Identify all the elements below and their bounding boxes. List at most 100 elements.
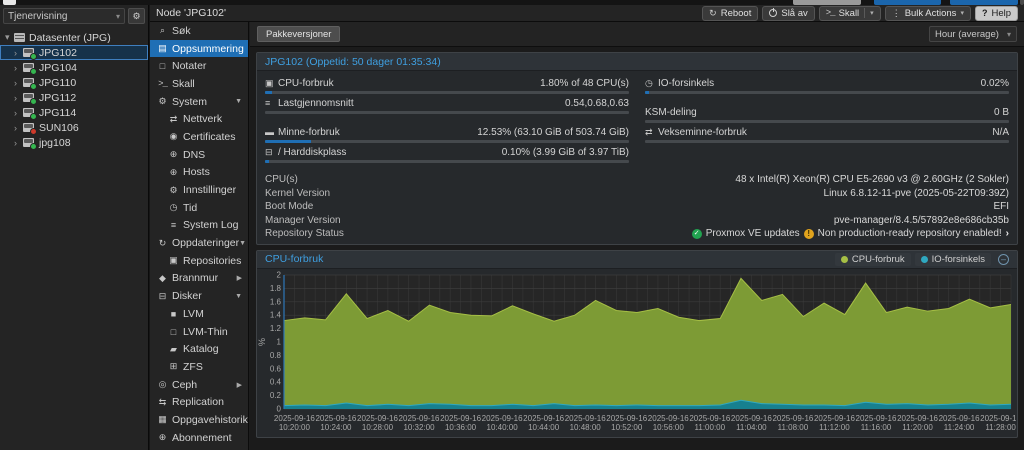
menu-item-replication[interactable]: ⇆Replication bbox=[150, 393, 248, 411]
stats-spacer bbox=[265, 116, 629, 125]
stat-progress-track bbox=[265, 160, 629, 163]
caret-closed-icon[interactable]: › bbox=[14, 48, 23, 58]
tree-item-label: SUN106 bbox=[39, 122, 79, 134]
svg-text:2025-09-1610:40:00: 2025-09-1610:40:00 bbox=[482, 414, 523, 432]
menu-item-label: Oppdateringer bbox=[172, 237, 239, 249]
package-versions-button[interactable]: Pakkeversjoner bbox=[257, 26, 340, 42]
info-label: Repository Status bbox=[265, 228, 344, 239]
tree-item-label: JPG102 bbox=[39, 47, 77, 59]
view-mode-select[interactable]: Tjenervisning ▾ bbox=[3, 8, 125, 24]
stat-value: 1.80% of 48 CPU(s) bbox=[540, 78, 629, 89]
info-row-boot-mode: Boot ModeEFI bbox=[265, 200, 1009, 214]
caret-closed-icon[interactable]: › bbox=[14, 78, 23, 88]
reboot-button[interactable]: ↻Reboot bbox=[702, 6, 758, 21]
bulk-actions-icon: ⋮ bbox=[892, 8, 901, 19]
svg-text:1.4: 1.4 bbox=[270, 310, 282, 319]
stat-row-ksm-deling: KSM-deling0 B bbox=[645, 105, 1009, 123]
skall-button[interactable]: >_Skall▾ bbox=[819, 6, 881, 21]
menu-item-system-log[interactable]: ≡System Log bbox=[150, 217, 248, 235]
menu-item-innstillinger[interactable]: ⚙Innstillinger bbox=[150, 181, 248, 199]
status-online-icon bbox=[30, 113, 37, 120]
menu-item-system[interactable]: ⚙System▼ bbox=[150, 93, 248, 111]
menu-item-dns[interactable]: ⊕DNS bbox=[150, 146, 248, 164]
legend-item-cpu-forbruk[interactable]: CPU-forbruk bbox=[835, 253, 911, 266]
tree-item-label: JPG114 bbox=[39, 107, 76, 119]
status-online-icon bbox=[30, 98, 37, 105]
stat-progress-track bbox=[265, 111, 629, 114]
svg-text:2025-09-1611:12:00: 2025-09-1611:12:00 bbox=[814, 414, 855, 432]
stat-progress-fill bbox=[645, 91, 649, 94]
caret-closed-icon[interactable]: › bbox=[14, 123, 23, 133]
tree-item-node-jpg114[interactable]: › JPG114 bbox=[0, 105, 148, 120]
menu-item-lvm-thin[interactable]: □LVM-Thin bbox=[150, 323, 248, 341]
time-range-select[interactable]: Hour (average) ▾ bbox=[929, 26, 1017, 42]
expand-arrow-icon[interactable]: ▶ bbox=[237, 274, 244, 282]
menu-item-abonnement[interactable]: ⊕Abonnement bbox=[150, 429, 248, 447]
menu-item-søk[interactable]: ⌕Søk bbox=[150, 22, 248, 40]
menu-item-nettverk[interactable]: ⇄Nettverk bbox=[150, 110, 248, 128]
menu-item-label: Innstillinger bbox=[183, 184, 236, 196]
menu-item-hosts[interactable]: ⊕Hosts bbox=[150, 164, 248, 182]
collapse-panel-icon[interactable]: – bbox=[998, 254, 1009, 265]
menu-item-label: Ceph bbox=[172, 379, 197, 391]
tree-item-node-jpg112[interactable]: ›JPG112 bbox=[0, 90, 148, 105]
menu-item-oppdateringer[interactable]: ↻Oppdateringer▼ bbox=[150, 234, 248, 252]
slå-av-button[interactable]: Slå av bbox=[762, 6, 814, 21]
reboot-icon: ↻ bbox=[709, 8, 717, 19]
collapse-arrow-icon[interactable]: ▼ bbox=[235, 293, 244, 300]
menu-item-certificates[interactable]: ◉Certificates bbox=[150, 128, 248, 146]
legend-item-io-forsinkels[interactable]: IO-forsinkels bbox=[915, 253, 991, 266]
tree-item-node-sun106[interactable]: › SUN106 bbox=[0, 120, 148, 135]
chevron-down-icon: ▾ bbox=[960, 9, 964, 17]
menu-item-katalog[interactable]: ▰Katalog bbox=[150, 340, 248, 358]
node-header-bar: Node 'JPG102' ↻RebootSlå av>_Skall▾⋮Bulk… bbox=[150, 5, 1024, 22]
tree-settings-button[interactable]: ⚙ bbox=[128, 8, 145, 24]
expand-arrow-icon[interactable]: ▶ bbox=[237, 381, 244, 389]
svg-text:2: 2 bbox=[277, 270, 282, 279]
collapse-arrow-icon[interactable]: ▼ bbox=[235, 98, 244, 105]
node-info-rows: CPU(s)48 x Intel(R) Xeon(R) CPU E5-2690 … bbox=[265, 173, 1009, 241]
stat-progress-track bbox=[265, 140, 629, 143]
svg-text:0.8: 0.8 bbox=[270, 350, 282, 359]
collapse-arrow-icon[interactable]: ▼ bbox=[239, 240, 248, 247]
menu-item-oppgavehistorikk[interactable]: ▦Oppgavehistorikk bbox=[150, 411, 248, 429]
stat-label: Vekseminne-forbruk bbox=[658, 127, 747, 138]
menu-item-brannmur[interactable]: ◆Brannmur▶ bbox=[150, 270, 248, 288]
caret-closed-icon[interactable]: › bbox=[14, 108, 23, 118]
tree-item-node-jpg110[interactable]: ›JPG110 bbox=[0, 75, 148, 90]
button-label: Skall bbox=[839, 8, 860, 19]
stat-progress-track bbox=[265, 91, 629, 94]
menu-item-ceph[interactable]: ◎Ceph ▶ bbox=[150, 376, 248, 394]
stat-value: 0.02% bbox=[981, 78, 1009, 89]
menu-item-oppsummering[interactable]: ▤Oppsummering bbox=[150, 40, 248, 58]
check-circle-icon: ✓ bbox=[692, 229, 702, 239]
menu-item-notater[interactable]: □Notater bbox=[150, 57, 248, 75]
tree-item-node-jpg108[interactable]: › jpg108 bbox=[0, 135, 148, 150]
menu-item-label: Tid bbox=[183, 202, 197, 214]
menu-item-repositories[interactable]: ▣Repositories bbox=[150, 252, 248, 270]
tree-item-node-jpg104[interactable]: › JPG104 bbox=[0, 60, 148, 75]
svg-text:2025-09-1611:04:00: 2025-09-1611:04:00 bbox=[731, 414, 772, 432]
tree-item-label: JPG104 bbox=[39, 62, 77, 74]
tree-item-label: jpg108 bbox=[39, 137, 71, 149]
caret-closed-icon[interactable]: › bbox=[14, 63, 23, 73]
ceph-icon: ◎ bbox=[156, 379, 169, 390]
menu-item-label: Notater bbox=[172, 60, 206, 72]
bulk-actions-button[interactable]: ⋮Bulk Actions▾ bbox=[885, 6, 971, 21]
shell-icon: >_ bbox=[156, 79, 169, 89]
tree-item-datacenter[interactable]: ▾Datasenter (JPG) bbox=[0, 30, 148, 45]
list-icon: ≡ bbox=[167, 220, 180, 230]
svg-text:2025-09-1610:48:00: 2025-09-1610:48:00 bbox=[565, 414, 606, 432]
caret-closed-icon[interactable]: › bbox=[14, 138, 23, 148]
tree-item-node-jpg102[interactable]: › JPG102 bbox=[0, 45, 148, 60]
chevron-right-icon[interactable]: › bbox=[1006, 228, 1009, 239]
menu-item-disker[interactable]: ⊟Disker▼ bbox=[150, 287, 248, 305]
help-button[interactable]: ?Help bbox=[975, 6, 1018, 21]
menu-item-skall[interactable]: >_Skall bbox=[150, 75, 248, 93]
menu-item-zfs[interactable]: ⊞ZFS bbox=[150, 358, 248, 376]
caret-open-icon[interactable]: ▾ bbox=[5, 32, 14, 43]
caret-closed-icon[interactable]: › bbox=[14, 93, 23, 103]
menu-item-lvm[interactable]: ■LVM bbox=[150, 305, 248, 323]
menu-item-tid[interactable]: ◷Tid bbox=[150, 199, 248, 217]
svg-text:0.6: 0.6 bbox=[270, 364, 282, 373]
